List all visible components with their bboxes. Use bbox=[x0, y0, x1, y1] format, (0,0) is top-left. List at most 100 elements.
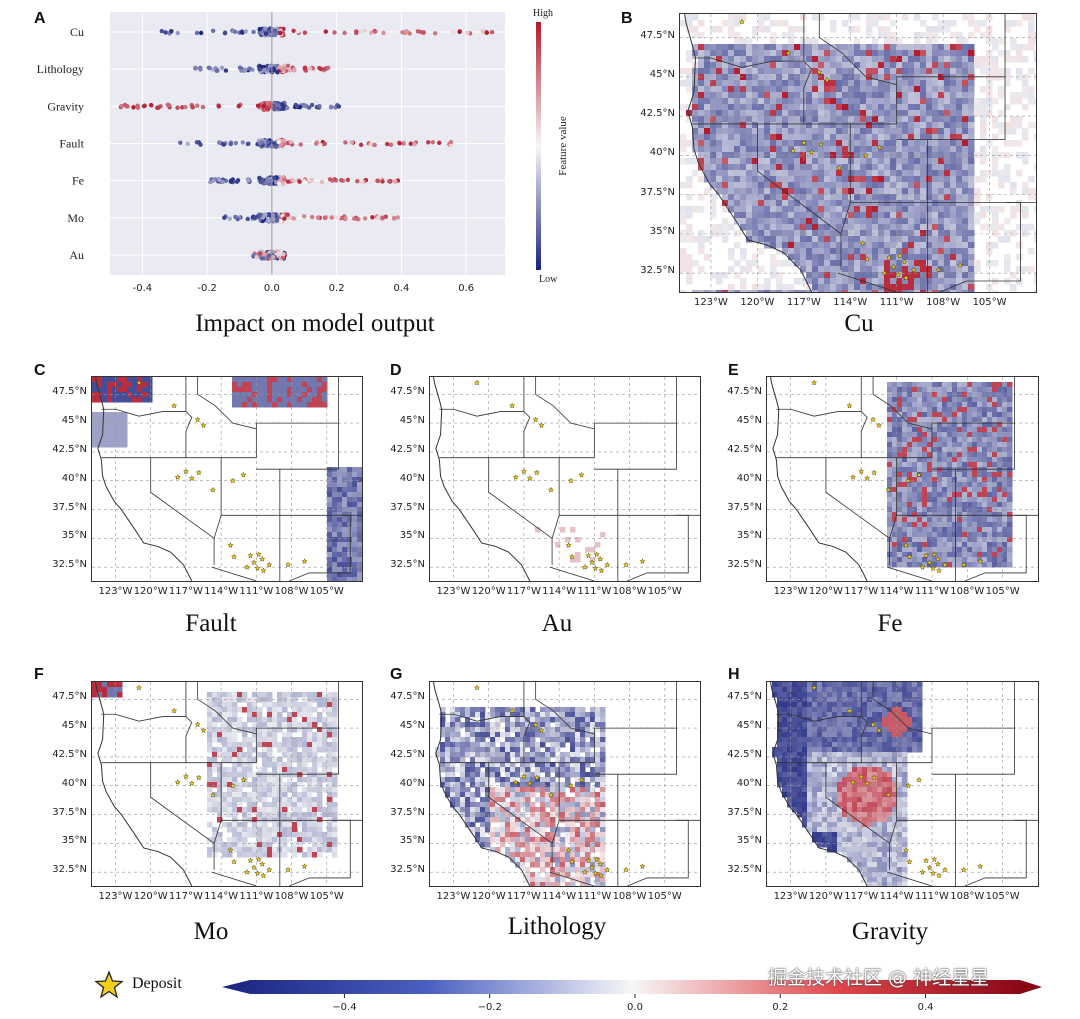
heat-cell bbox=[752, 98, 759, 105]
heat-cell bbox=[337, 532, 343, 538]
heat-cell bbox=[926, 230, 933, 237]
heat-cell bbox=[207, 727, 213, 733]
heat-cell bbox=[956, 284, 963, 291]
heat-cell bbox=[716, 104, 723, 111]
heat-cell bbox=[944, 182, 951, 189]
heat-cell bbox=[972, 557, 978, 563]
heat-cell bbox=[698, 290, 705, 292]
heat-cell bbox=[848, 230, 855, 237]
heat-cell bbox=[1016, 224, 1023, 231]
heat-cell bbox=[830, 212, 837, 219]
heat-cell bbox=[734, 68, 741, 75]
heat-cell bbox=[770, 140, 777, 147]
heat-cell bbox=[782, 224, 789, 231]
heat-cell bbox=[967, 497, 973, 503]
heat-cell bbox=[782, 44, 789, 51]
heat-cell bbox=[740, 110, 747, 117]
heat-cell bbox=[242, 732, 248, 738]
heat-cell bbox=[907, 502, 913, 508]
heat-cell bbox=[782, 170, 789, 177]
heat-cell bbox=[902, 482, 908, 488]
heat-cell bbox=[992, 482, 998, 488]
heat-cell bbox=[848, 86, 855, 93]
heat-cell bbox=[860, 200, 867, 207]
heat-cell bbox=[237, 402, 243, 408]
heat-cell bbox=[884, 248, 891, 255]
heat-cell bbox=[937, 472, 943, 478]
heat-cell bbox=[746, 194, 753, 201]
shap-dot bbox=[275, 69, 280, 75]
heat-cell bbox=[812, 38, 819, 45]
heat-cell bbox=[878, 188, 885, 195]
heat-cell bbox=[722, 110, 729, 117]
heat-cell bbox=[932, 248, 939, 255]
heat-cell bbox=[722, 206, 729, 213]
shap-dot bbox=[412, 142, 417, 147]
heat-cell bbox=[212, 827, 218, 833]
heat-cell bbox=[710, 158, 717, 165]
heat-cell bbox=[842, 206, 849, 213]
heat-cell bbox=[722, 56, 729, 63]
heat-cell bbox=[112, 682, 118, 688]
heat-cell bbox=[908, 194, 915, 201]
heat-cell bbox=[830, 260, 837, 267]
heat-cell bbox=[956, 176, 963, 183]
heat-cell bbox=[942, 462, 948, 468]
heat-cell bbox=[944, 146, 951, 153]
heat-cell bbox=[836, 260, 843, 267]
heat-cell bbox=[342, 482, 348, 488]
heat-cell bbox=[908, 176, 915, 183]
heat-cell bbox=[892, 482, 898, 488]
heat-cell bbox=[237, 707, 243, 713]
heat-cell bbox=[974, 188, 981, 195]
heat-cell bbox=[932, 158, 939, 165]
heat-cell bbox=[824, 68, 831, 75]
heat-cell bbox=[892, 552, 898, 558]
heat-cell bbox=[788, 86, 795, 93]
heat-cell bbox=[938, 218, 945, 225]
heat-cell bbox=[967, 542, 973, 548]
heat-cell bbox=[132, 387, 138, 393]
heat-cell bbox=[938, 62, 945, 69]
deposit-star bbox=[919, 563, 926, 570]
heat-cell bbox=[860, 152, 867, 159]
heat-cell bbox=[977, 472, 983, 478]
heat-cell bbox=[937, 532, 943, 538]
heat-cell bbox=[974, 212, 981, 219]
heat-cell bbox=[782, 146, 789, 153]
heat-cell bbox=[920, 188, 927, 195]
heat-cell bbox=[1007, 487, 1013, 493]
heat-cell bbox=[237, 692, 243, 698]
heat-cell bbox=[947, 407, 953, 413]
heat-cell bbox=[734, 50, 741, 57]
heat-cell bbox=[897, 427, 903, 433]
heat-cell bbox=[890, 176, 897, 183]
heat-cell bbox=[806, 62, 813, 69]
heat-cell bbox=[710, 176, 717, 183]
heat-cell bbox=[788, 254, 795, 261]
heat-cell bbox=[887, 467, 893, 473]
heat-cell bbox=[887, 447, 893, 453]
heat-cell bbox=[1010, 44, 1017, 51]
heat-cell bbox=[222, 797, 228, 803]
heat-cell bbox=[968, 20, 975, 27]
heat-cell bbox=[902, 98, 909, 105]
heat-cell bbox=[938, 188, 945, 195]
heat-cell bbox=[872, 98, 879, 105]
heat-cell bbox=[147, 387, 153, 393]
heat-cell bbox=[352, 472, 358, 478]
heat-cell bbox=[818, 134, 825, 141]
heat-cell bbox=[222, 707, 228, 713]
heat-cell bbox=[746, 116, 753, 123]
state-border bbox=[872, 377, 933, 430]
heat-cell bbox=[962, 284, 969, 291]
heat-cell bbox=[740, 164, 747, 171]
heat-cell bbox=[947, 457, 953, 463]
heat-cell bbox=[776, 206, 783, 213]
heat-cell bbox=[337, 517, 343, 523]
heat-cell bbox=[347, 532, 353, 538]
heat-cell bbox=[866, 260, 873, 267]
heat-cell bbox=[992, 392, 998, 398]
heat-cell bbox=[854, 224, 861, 231]
heat-cell bbox=[952, 427, 958, 433]
